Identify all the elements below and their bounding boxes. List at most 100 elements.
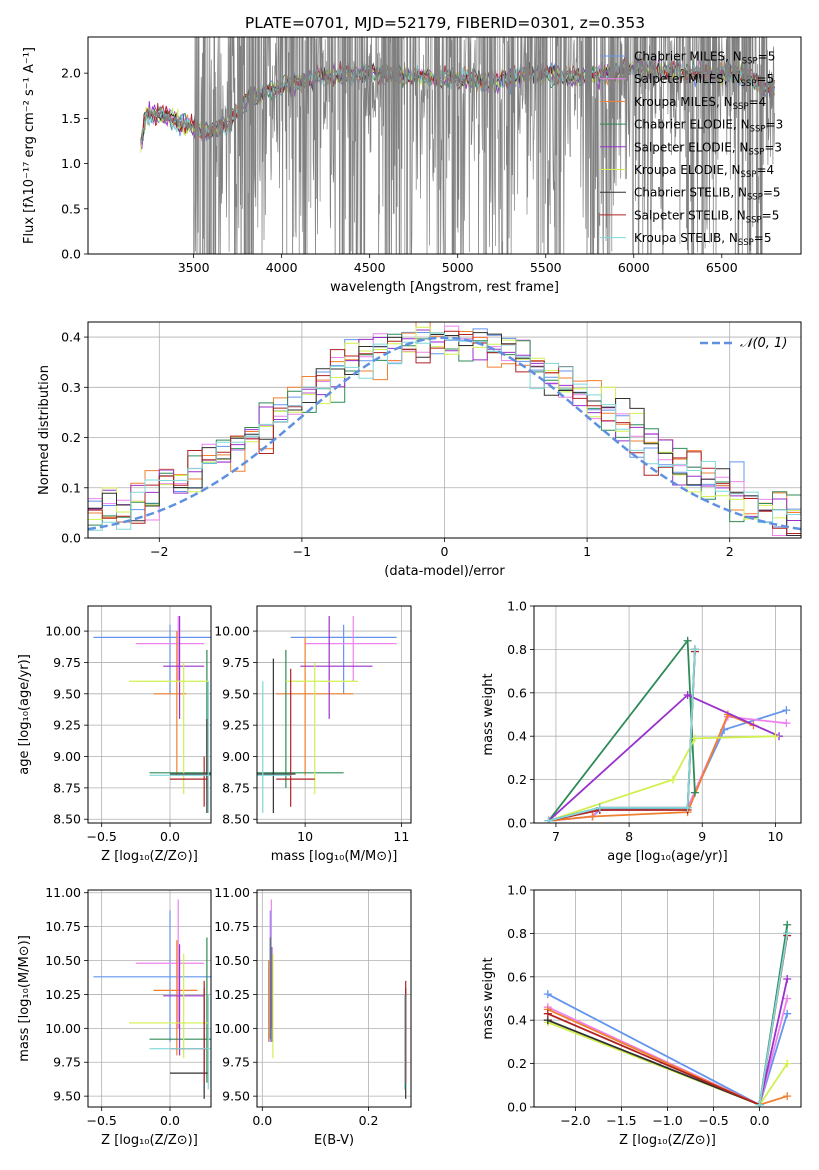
x-tick-label: 6000: [618, 260, 650, 275]
x-tick-label: −1: [293, 544, 311, 559]
x-tick-label: −1.0: [652, 1113, 682, 1128]
mass-weight-line: [758, 978, 789, 1105]
y-tick-label: 0.2: [507, 772, 527, 787]
y-tick-label: 9.75: [53, 655, 81, 670]
y-tick-label: 8.75: [53, 780, 81, 795]
histogram-step: [88, 326, 801, 520]
mass-weight-marker: [783, 1059, 792, 1068]
y-tick-label: 9.25: [222, 718, 250, 733]
legend-label-suffix: =5: [763, 186, 781, 200]
mass-weight-marker: [683, 636, 692, 645]
grid: [257, 606, 411, 823]
x-axis-label: (data-model)/error: [384, 564, 505, 579]
legend-label-suffix: =4: [756, 163, 774, 177]
mass-weight-marker: [690, 645, 699, 654]
y-axis-label: age [log₁₀(age/yr)]: [17, 654, 32, 775]
x-tick-label: 5000: [442, 260, 474, 275]
grid: [88, 606, 211, 823]
plot-area: [140, 37, 776, 254]
y-tick-label: 10.25: [45, 987, 81, 1002]
legend-label-main: Salpeter ELODIE, N: [634, 140, 748, 154]
y-tick-label: 9.50: [222, 686, 250, 701]
plot-area: [257, 616, 397, 813]
mass-weight-marker: [783, 929, 792, 938]
y-tick-label: 0.4: [507, 1013, 527, 1028]
y-tick-label: 0.0: [507, 816, 527, 831]
mass-weight-line: [548, 715, 787, 822]
y-tick-label: 10.00: [45, 624, 81, 639]
axes-frame: [87, 36, 802, 255]
y-axis-label: mass [log₁₀(M/M⊙)]: [17, 935, 32, 1062]
legend-label-suffix: =3: [766, 118, 784, 132]
y-tick-label: 10.50: [45, 953, 81, 968]
mass-weight-line: [548, 735, 776, 822]
axes-frame: [87, 605, 212, 824]
grid: [534, 889, 801, 1108]
x-axis-label: age [log₁₀(age/yr)]: [607, 849, 728, 864]
x-tick-label: 6500: [706, 260, 738, 275]
x-tick-label: −2: [150, 544, 168, 559]
y-tick-label: 0.2: [61, 430, 81, 445]
y-tick-label: 0.0: [61, 247, 81, 262]
y-tick-label: 0.2: [507, 1056, 527, 1071]
x-tick-label: −2.0: [560, 1113, 590, 1128]
mass-weight-marker: [588, 812, 597, 821]
mass-weight-line: [548, 713, 754, 822]
x-tick-label: 10: [297, 829, 313, 844]
mass-weight-marker: [595, 803, 604, 812]
x-axis-label: Z [log₁₀(Z/Z⊙)]: [101, 849, 198, 864]
y-tick-label: 0.4: [61, 330, 81, 345]
panel-weight-vs-age: 7 8 9 10 0.0 0.2 0.4 0.6 0.8 1.0 age [log₁₀(age/yr…: [481, 599, 802, 864]
y-tick-label: 2.0: [61, 66, 81, 81]
grid: [534, 605, 801, 824]
y-tick-label: 1.0: [507, 883, 527, 898]
legend-label-suffix: =5: [758, 50, 776, 64]
plot-area: [93, 616, 211, 813]
legend-label-suffix: =3: [764, 140, 782, 154]
legend-label-sub: SSP: [742, 57, 758, 67]
mass-weight-marker: [755, 1100, 764, 1107]
mass-weight-line: [758, 933, 789, 1105]
legend-label-suffix: =5: [754, 231, 772, 245]
y-tick-label: 0.0: [507, 1100, 527, 1115]
legend-label-sub: SSP: [748, 147, 764, 157]
x-tick-label: −0.5: [86, 1113, 116, 1128]
mass-weight-marker: [771, 732, 780, 741]
x-axis-label: Z [log₁₀(Z/Z⊙)]: [619, 1133, 716, 1148]
grid: [88, 890, 211, 1107]
mass-weight-marker: [544, 816, 553, 823]
y-tick-label: 9.50: [222, 1089, 250, 1104]
x-axis-label: mass [log₁₀(M/M⊙)]: [271, 849, 398, 864]
normal-curve: [88, 336, 801, 531]
x-tick-label: 4500: [354, 260, 386, 275]
y-axis-label: Flux [fλ10⁻¹⁷ erg cm⁻² s⁻¹ A⁻¹]: [22, 47, 37, 244]
x-tick-label: 0.0: [160, 1113, 180, 1128]
legend-label-sub: SSP: [741, 79, 757, 89]
legend-label: Salpeter STELIB, NSSP=5: [634, 208, 779, 225]
x-tick-label: 0.2: [359, 1113, 379, 1128]
x-axis-label: Z [log₁₀(Z/Z⊙)]: [101, 1133, 198, 1148]
axes-frame: [533, 605, 802, 824]
mass-weight-line: [548, 649, 696, 822]
y-tick-label: 0.8: [507, 926, 527, 941]
x-axis-label: E(B-V): [314, 1133, 354, 1148]
panel-spectrum: 3500 4000 4500 5000 5500 6000 6500 0.0 0.5 1.0 1.5…: [22, 36, 802, 295]
y-tick-label: 0.6: [507, 969, 527, 984]
mass-weight-line: [548, 709, 787, 822]
legend-label-main: Salpeter MILES, N: [634, 72, 741, 86]
panel-mass-vs-ebv: 0.0 0.2 9.50 9.75 10.00 10.25 10.50 10.75 11.00 E…: [214, 885, 412, 1148]
y-tick-label: 8.50: [53, 812, 81, 827]
panel-weight-vs-Z: −2.0 −1.5 −1.0 −0.5 0.0 0.0 0.2 0.4 0.6 0.8 1.0 Z […: [481, 883, 802, 1148]
y-tick-label: 9.50: [53, 686, 81, 701]
legend-label: Chabrier ELODIE, NSSP=3: [634, 118, 783, 135]
axes-frame: [256, 889, 412, 1108]
mass-weight-marker: [683, 690, 692, 699]
x-tick-label: 9: [698, 829, 706, 844]
x-tick-label: −0.5: [698, 1113, 728, 1128]
y-tick-label: 0.6: [507, 685, 527, 700]
y-tick-label: 10.50: [214, 953, 250, 968]
y-tick-label: 0.1: [61, 480, 81, 495]
y-axis-label: mass weight: [481, 957, 496, 1039]
legend-label: Kroupa ELODIE, NSSP=4: [634, 163, 774, 180]
